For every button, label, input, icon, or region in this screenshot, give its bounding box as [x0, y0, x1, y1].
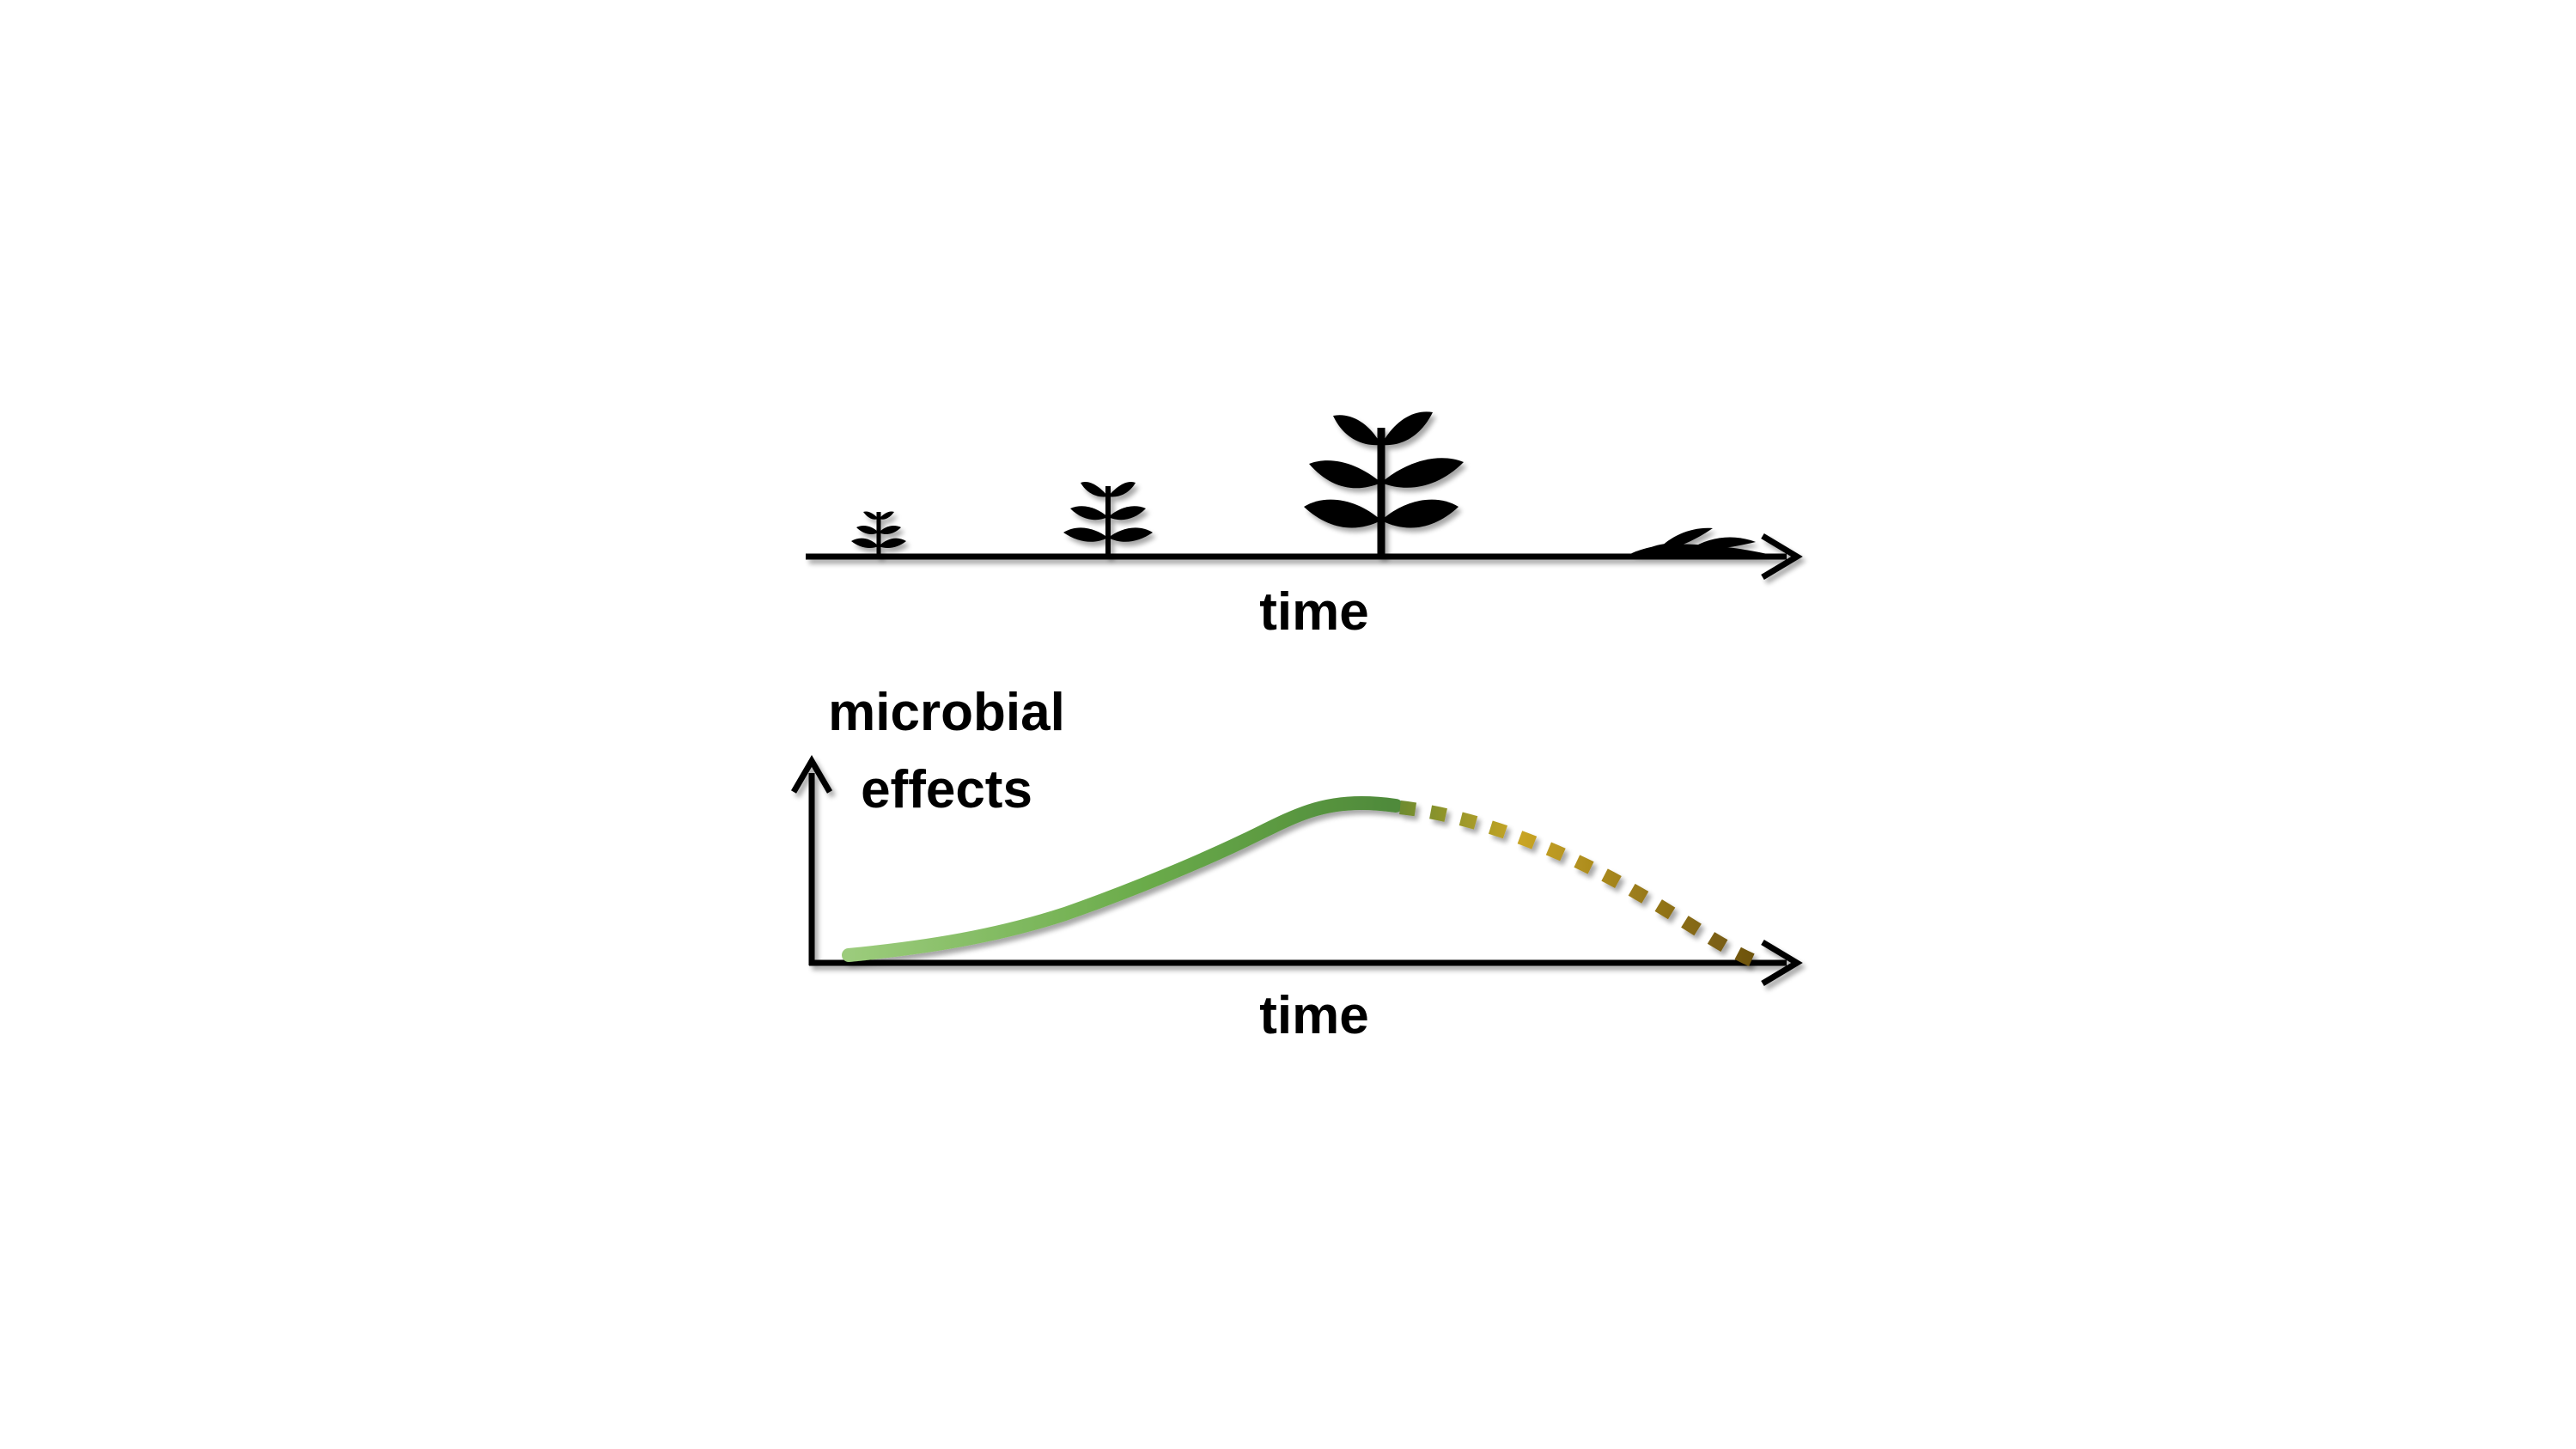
effects-curve-rising: [842, 795, 1403, 962]
top-timeline: [806, 533, 1803, 581]
effects-curve-dashed: [1399, 801, 1756, 967]
x-axis-arrowhead: [1761, 939, 1803, 987]
top-time-label: time: [1259, 582, 1368, 642]
effects-axes: [790, 755, 1803, 987]
young-plant-icon: [1063, 481, 1153, 557]
mature-plant-icon: [1304, 411, 1464, 557]
bottom-time-label: time: [1259, 986, 1368, 1045]
dead-plant-icon: [1630, 527, 1768, 554]
y-axis-label-line1: microbial: [828, 683, 1065, 742]
y-axis-label-line2: effects: [861, 760, 1032, 819]
small-seedling-icon: [851, 511, 906, 557]
y-axis-arrowhead: [790, 755, 833, 794]
top-axis-arrowhead: [1761, 533, 1803, 581]
